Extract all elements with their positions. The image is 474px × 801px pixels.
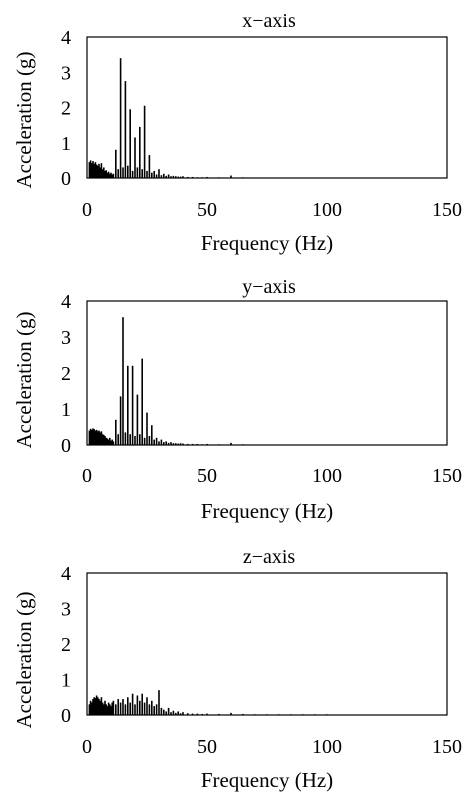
y-tick-label: 2 <box>61 634 71 656</box>
plot-frame <box>86 36 448 179</box>
y-tick-label: 1 <box>61 670 71 692</box>
y-tick-label: 0 <box>61 705 71 727</box>
y-axis-label: Acceleration (g) <box>12 311 36 448</box>
y-tick-label: 3 <box>61 62 71 84</box>
plot-frame <box>86 300 448 446</box>
x-axis-label: Frequency (Hz) <box>201 768 333 792</box>
x-tick-label: 0 <box>82 465 92 487</box>
plot-frame <box>86 572 448 716</box>
x-tick-label: 50 <box>197 465 217 487</box>
y-tick-label: 2 <box>61 98 71 120</box>
x-tick-label: 100 <box>312 199 342 221</box>
chart-title: z−axis <box>243 546 296 568</box>
x-tick-label: 0 <box>82 736 92 758</box>
y-axis-label: Acceleration (g) <box>12 51 36 188</box>
x-tick-label: 50 <box>197 736 217 758</box>
y-tick-label: 4 <box>61 291 71 313</box>
x-axis-label: Frequency (Hz) <box>201 499 333 523</box>
x-tick-label: 50 <box>197 199 217 221</box>
y-tick-label: 2 <box>61 363 71 385</box>
y-tick-label: 0 <box>61 168 71 190</box>
y-tick-label: 3 <box>61 599 71 621</box>
x-tick-label: 0 <box>82 199 92 221</box>
chart-panel-2: y−axis 0 1 2 3 4 0 50 100 150 Frequency (Hz) Accele… <box>12 276 462 523</box>
chart-panel-1: x−axis 0 1 2 3 4 0 50 100 150 Frequency (Hz) Accele… <box>12 10 462 255</box>
y-tick-label: 0 <box>61 435 71 457</box>
x-axis-label: Frequency (Hz) <box>201 231 333 255</box>
y-tick-label: 3 <box>61 327 71 349</box>
x-tick-label: 100 <box>312 465 342 487</box>
y-tick-label: 4 <box>61 27 71 49</box>
y-tick-label: 1 <box>61 133 71 155</box>
chart-title: x−axis <box>242 10 296 32</box>
x-tick-label: 150 <box>432 465 462 487</box>
x-tick-label: 150 <box>432 736 462 758</box>
y-axis-label: Acceleration (g) <box>12 591 36 728</box>
chart-title: y−axis <box>242 276 296 298</box>
x-tick-label: 150 <box>432 199 462 221</box>
y-tick-label: 4 <box>61 563 71 585</box>
x-tick-label: 100 <box>312 736 342 758</box>
chart-panel-3: z−axis 0 1 2 3 4 0 50 100 150 Frequency (Hz) Accele… <box>12 546 462 792</box>
y-tick-label: 1 <box>61 399 71 421</box>
